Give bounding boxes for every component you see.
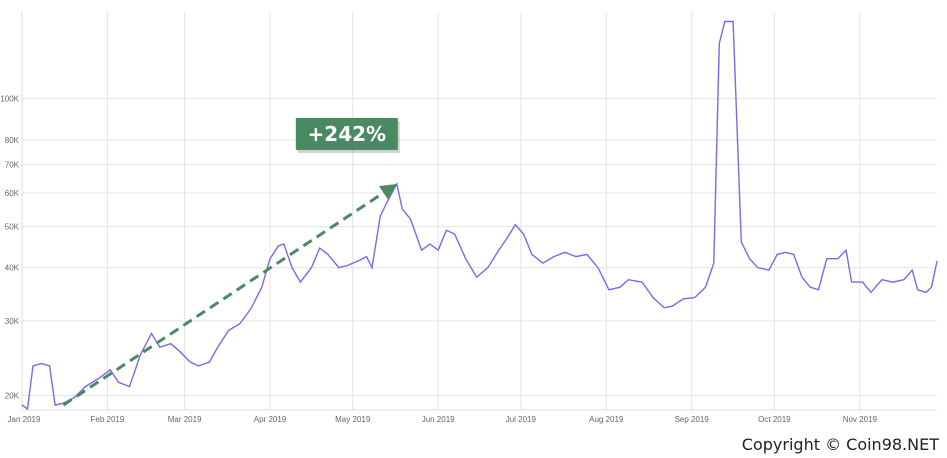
x-tick-label: May 2019 — [335, 415, 371, 424]
y-tick-label: 50K — [5, 223, 20, 232]
x-tick-label: Aug 2019 — [589, 415, 624, 424]
trend-arrow-head — [379, 183, 397, 200]
copyright-notice: Copyright © Coin98.NET — [741, 435, 939, 454]
y-tick-label: 30K — [5, 317, 20, 326]
x-tick-label: Nov 2019 — [843, 415, 878, 424]
x-tick-label: Apr 2019 — [254, 415, 287, 424]
x-tick-label: Jun 2019 — [422, 415, 455, 424]
trend-arrow-shaft — [62, 191, 385, 407]
y-tick-label: 80K — [5, 136, 20, 145]
callout-label: +242% — [308, 122, 387, 146]
y-tick-label: 70K — [5, 161, 20, 170]
grid — [21, 12, 937, 411]
y-tick-label: 40K — [5, 264, 20, 273]
callout-box — [295, 117, 398, 150]
y-tick-label: 60K — [5, 189, 20, 198]
x-tick-label: Mar 2019 — [168, 415, 202, 424]
x-tick-label: Jul 2019 — [506, 415, 537, 424]
trend-arrow — [62, 183, 397, 407]
y-axis-labels: 20K 30K 40K 50K 60K 70K 80K 100K — [0, 95, 19, 401]
x-tick-label: Jan 2019 — [8, 415, 41, 424]
y-tick-label: 100K — [0, 95, 19, 104]
x-tick-label: Sep 2019 — [675, 415, 710, 424]
y-tick-label: 20K — [5, 392, 20, 401]
x-tick-label: Feb 2019 — [91, 415, 125, 424]
x-axis-labels: Jan 2019 Feb 2019 Mar 2019 Apr 2019 May 2019… — [8, 415, 878, 424]
series-line — [21, 20, 938, 411]
percent-callout: +242% — [295, 117, 400, 153]
x-tick-label: Oct 2019 — [758, 415, 791, 424]
